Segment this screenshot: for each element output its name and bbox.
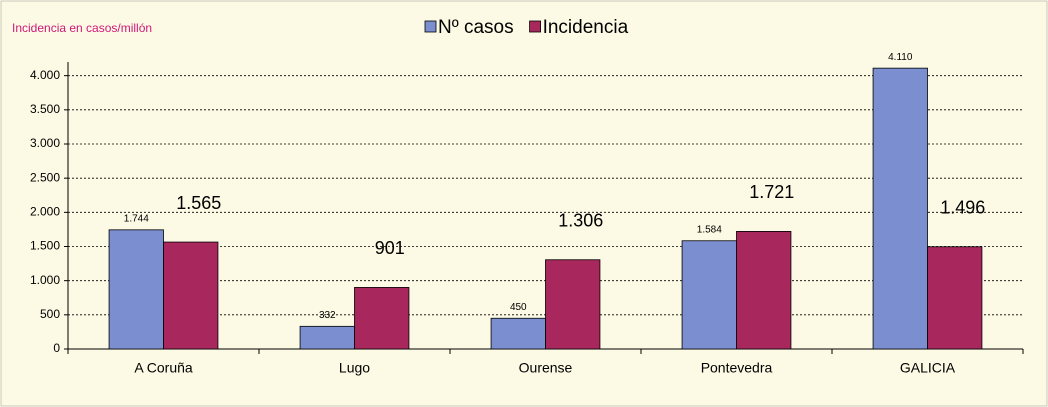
y-tick-label: 4.000 (30, 68, 60, 82)
value-label: 1.306 (558, 211, 603, 231)
bar (299, 325, 355, 350)
x-tick-label: Ourense (519, 360, 573, 376)
value-label: 332 (319, 310, 336, 321)
y-tick-label: 2.500 (30, 170, 60, 184)
y-tick-label: 3.500 (30, 102, 60, 116)
legend-swatch (529, 20, 541, 33)
bar (736, 230, 792, 350)
value-label: 1.496 (940, 198, 985, 218)
value-label: 450 (510, 302, 527, 313)
y-tick-label: 1.500 (30, 239, 60, 253)
legend-label: Incidencia (543, 17, 629, 38)
legend-label: Nº casos (438, 17, 514, 38)
chart-title: Incidencia en casos/millón (12, 21, 152, 35)
bar (108, 229, 164, 350)
bar (163, 241, 219, 350)
value-label: 4.110 (888, 52, 913, 63)
y-tick-label: 0 (53, 341, 60, 355)
value-label: 1.584 (697, 224, 722, 235)
bar (681, 240, 737, 350)
y-tick-label: 500 (40, 307, 60, 321)
bar (872, 67, 928, 350)
x-tick-label: GALICIA (900, 360, 956, 376)
x-tick-label: A Coruña (134, 360, 193, 376)
value-label: 1.565 (176, 193, 221, 213)
x-tick-label: Lugo (339, 360, 370, 376)
legend-swatch (424, 20, 437, 33)
bar (927, 246, 983, 350)
value-label: 901 (375, 238, 405, 258)
y-tick-label: 2.000 (30, 205, 60, 219)
value-label: 1.744 (124, 213, 149, 224)
x-tick-label: Pontevedra (701, 360, 773, 376)
value-label: 1.721 (749, 182, 794, 202)
bar (490, 317, 546, 350)
bar (354, 287, 410, 350)
y-tick-label: 3.000 (30, 136, 60, 150)
bar (545, 259, 601, 350)
y-tick-label: 1.000 (30, 273, 60, 287)
